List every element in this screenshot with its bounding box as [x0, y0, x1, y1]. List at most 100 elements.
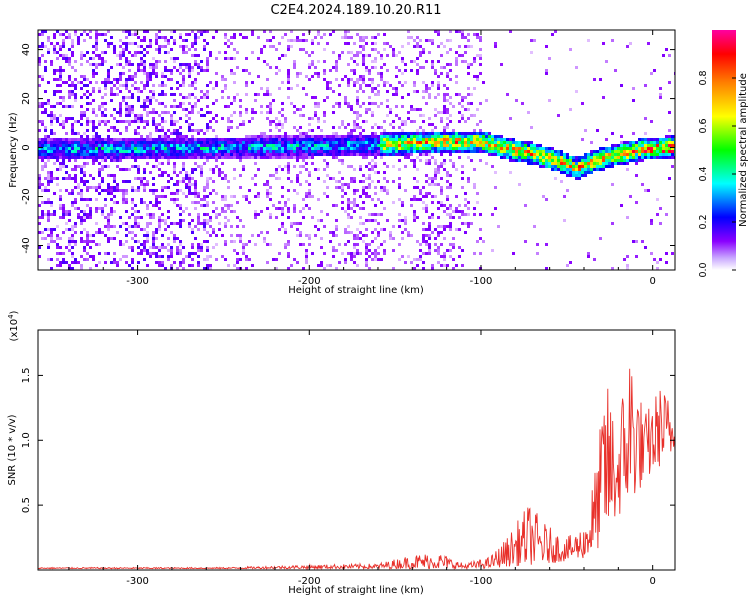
spectrogram-cell — [548, 165, 551, 168]
spectrogram-cell — [344, 228, 347, 231]
spectrogram-cell — [332, 150, 335, 153]
spectrogram-cell — [599, 165, 602, 168]
spectrogram-cell — [437, 231, 440, 234]
spectrogram-cell — [458, 102, 461, 105]
spectrogram-cell — [131, 231, 134, 234]
spectrogram-cell — [143, 153, 146, 156]
spectrogram-cell — [83, 219, 86, 222]
spectrogram-cell — [353, 204, 356, 207]
spectrogram-cell — [377, 126, 380, 129]
spectrogram-cell — [332, 231, 335, 234]
spectrogram-cell — [425, 144, 428, 147]
spectrogram-cell — [341, 186, 344, 189]
spectrogram-cell — [293, 141, 296, 144]
spectrogram-cell — [80, 117, 83, 120]
spectrogram-cell — [374, 192, 377, 195]
spectrogram-cell — [239, 144, 242, 147]
spectrogram-cell — [383, 228, 386, 231]
spectrogram-cell — [374, 141, 377, 144]
spectrogram-cell — [272, 144, 275, 147]
spectrogram-cell — [329, 231, 332, 234]
spectrogram-cell — [437, 249, 440, 252]
spectrogram-cell — [239, 258, 242, 261]
spectrogram-cell — [101, 150, 104, 153]
spectrogram-cell — [449, 225, 452, 228]
spectrogram-cell — [476, 108, 479, 111]
spectrogram-cell — [539, 165, 542, 168]
spectrogram-cell — [119, 132, 122, 135]
spectrogram-cell — [236, 66, 239, 69]
spectrogram-cell — [491, 150, 494, 153]
spectrogram-cell — [551, 33, 554, 36]
spectrogram-cell — [353, 246, 356, 249]
spectrogram-cell — [179, 33, 182, 36]
spectrogram-cell — [95, 264, 98, 267]
spectrogram-cell — [164, 132, 167, 135]
spectrogram-cell — [389, 108, 392, 111]
spectrogram-cell — [581, 162, 584, 165]
spectrogram-cell — [308, 183, 311, 186]
spectrogram-cell — [509, 141, 512, 144]
spectrogram-cell — [116, 87, 119, 90]
spectrogram-cell — [383, 171, 386, 174]
spectrogram-cell — [161, 141, 164, 144]
spectrogram-cell — [410, 198, 413, 201]
spectrogram-cell — [395, 54, 398, 57]
spectrogram-cell — [323, 69, 326, 72]
spectrogram-cell — [596, 129, 599, 132]
spectrogram-cell — [86, 141, 89, 144]
spectrogram-cell — [383, 147, 386, 150]
spectrogram-cell — [167, 144, 170, 147]
spectrogram-cell — [197, 99, 200, 102]
spectrogram-cell — [344, 36, 347, 39]
spectrogram-cell — [458, 30, 461, 33]
spectrogram-cell — [476, 138, 479, 141]
spectrogram-cell — [185, 147, 188, 150]
spectrogram-cell — [125, 210, 128, 213]
spectrogram-cell — [395, 66, 398, 69]
spectrogram-cell — [137, 117, 140, 120]
spectrogram-cell — [149, 66, 152, 69]
spectrogram-cell — [479, 36, 482, 39]
spectrogram-cell — [182, 63, 185, 66]
spectrogram-cell — [80, 237, 83, 240]
spectrogram-cell — [272, 99, 275, 102]
spectrogram-cell — [122, 54, 125, 57]
spectrogram-cell — [596, 168, 599, 171]
spectrogram-cell — [239, 114, 242, 117]
spectrogram-cell — [500, 150, 503, 153]
spectrogram-cell — [335, 225, 338, 228]
spectrogram-cell — [437, 201, 440, 204]
spectrogram-cell — [659, 156, 662, 159]
spectrogram-cell — [206, 57, 209, 60]
spectrogram-cell — [467, 138, 470, 141]
spectrogram-cell — [605, 165, 608, 168]
spectrogram-cell — [167, 210, 170, 213]
spectrogram-cell — [50, 171, 53, 174]
spectrogram-cell — [386, 138, 389, 141]
spectrogram-cell — [374, 258, 377, 261]
spectrogram-cell — [473, 129, 476, 132]
spectrogram-cell — [368, 267, 371, 270]
spectrogram-cell — [419, 147, 422, 150]
spectrogram-cell — [305, 132, 308, 135]
spectrogram-cell — [59, 207, 62, 210]
spectrogram-cell — [434, 108, 437, 111]
spectrogram-cell — [431, 123, 434, 126]
spectrogram-cell — [221, 255, 224, 258]
spectrogram-cell — [200, 165, 203, 168]
spectrogram-cell — [254, 111, 257, 114]
spectrogram-cell — [149, 99, 152, 102]
spectrogram-cell — [254, 216, 257, 219]
spectrogram-cell — [194, 42, 197, 45]
spectrogram-cell — [293, 222, 296, 225]
spectrogram-cell — [47, 159, 50, 162]
spectrogram-cell — [374, 147, 377, 150]
spectrogram-cell — [581, 168, 584, 171]
spectrogram-cell — [236, 267, 239, 270]
spectrogram-cell — [107, 81, 110, 84]
spectrogram-cell — [356, 51, 359, 54]
spectrogram-cell — [179, 150, 182, 153]
spectrogram-cell — [614, 144, 617, 147]
spectrogram-cell — [257, 57, 260, 60]
